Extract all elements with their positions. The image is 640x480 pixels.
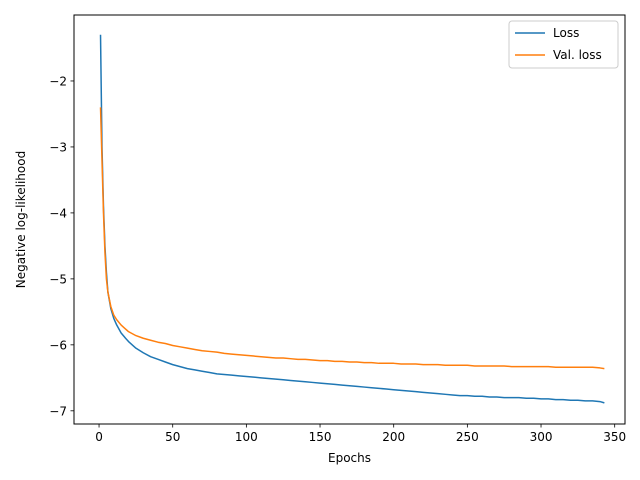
y-tick-label: −5 [49, 272, 67, 286]
x-tick-label: 350 [603, 430, 626, 444]
x-axis-title: Epochs [328, 451, 371, 465]
y-tick-label: −2 [49, 74, 67, 88]
legend-label-val-loss: Val. loss [553, 48, 602, 62]
y-tick-label: −3 [49, 140, 67, 154]
legend: Loss Val. loss [508, 20, 619, 69]
y-axis-title: Negative log-likelihood [14, 151, 28, 288]
x-tick-label: 50 [165, 430, 180, 444]
y-tick-label: −6 [49, 338, 67, 352]
y-axis-ticks: −2 −3 −4 −5 −6 −7 [49, 74, 74, 418]
x-tick-label: 150 [309, 430, 332, 444]
y-tick-label: −7 [49, 404, 67, 418]
x-tick-label: 250 [456, 430, 479, 444]
series-line-loss [99, 34, 605, 404]
series-line-val-loss [99, 107, 605, 370]
x-tick-label: 300 [530, 430, 553, 444]
x-tick-label: 100 [235, 430, 258, 444]
y-tick-label: −4 [49, 206, 67, 220]
x-tick-label: 200 [382, 430, 405, 444]
series-layer [99, 34, 605, 404]
x-axis-ticks: 0 50 100 150 200 250 300 350 [95, 424, 626, 444]
axes-frame [73, 14, 626, 425]
x-tick-label: 0 [95, 430, 103, 444]
legend-label-loss: Loss [553, 26, 579, 40]
plot-area [73, 14, 626, 425]
